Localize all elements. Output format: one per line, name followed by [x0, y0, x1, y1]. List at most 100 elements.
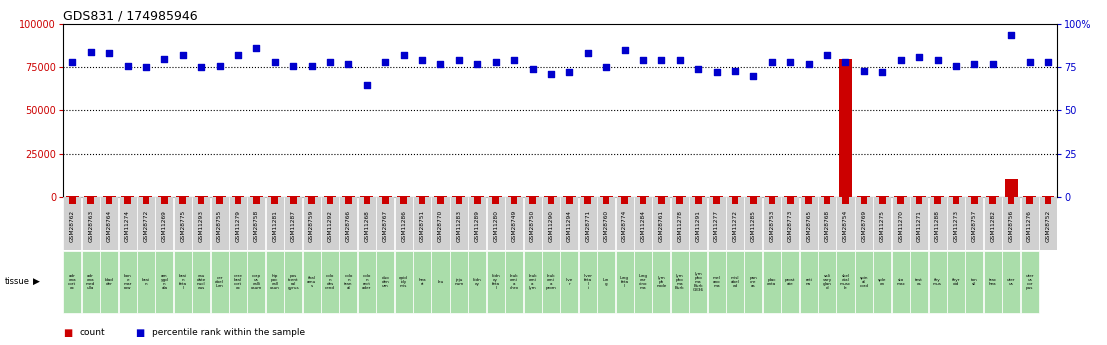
Bar	[548, 197, 555, 204]
Bar	[824, 197, 830, 204]
Point	[505, 58, 523, 63]
Bar	[711, 196, 723, 197]
Bar	[137, 197, 155, 250]
Bar	[82, 251, 100, 313]
Bar	[929, 251, 946, 313]
Bar	[449, 251, 468, 313]
Text: percentile rank within the sample: percentile rank within the sample	[152, 328, 304, 337]
Bar	[195, 196, 208, 197]
Bar	[934, 197, 941, 204]
Bar	[247, 197, 266, 250]
Bar	[690, 197, 707, 250]
Bar	[744, 251, 763, 313]
Bar	[990, 197, 996, 204]
Bar	[418, 197, 425, 204]
Bar	[652, 197, 671, 250]
Bar	[505, 197, 524, 250]
Bar	[284, 197, 302, 250]
Bar	[763, 197, 780, 250]
Bar	[229, 197, 247, 250]
Bar	[971, 197, 977, 204]
Bar	[118, 197, 136, 250]
Text: GSM11268: GSM11268	[364, 210, 370, 242]
Point	[1021, 59, 1038, 65]
Bar	[637, 196, 650, 197]
Text: pan
cre
as: pan cre as	[749, 276, 757, 288]
Text: am
ygd
n
ala: am ygd n ala	[161, 274, 168, 290]
Point	[671, 58, 689, 63]
Bar	[837, 251, 855, 313]
Text: tissue: tissue	[4, 277, 30, 286]
Text: GSM28750: GSM28750	[530, 210, 535, 242]
Bar	[579, 197, 597, 250]
Bar	[732, 197, 738, 204]
Bar	[818, 197, 836, 250]
Point	[707, 70, 725, 75]
Bar	[69, 197, 75, 204]
Bar	[873, 251, 891, 313]
Point	[855, 68, 872, 73]
Text: GSM11286: GSM11286	[401, 210, 406, 242]
Bar	[358, 251, 376, 313]
Text: epid
idy
mis: epid idy mis	[400, 276, 408, 288]
Text: GSM11287: GSM11287	[291, 210, 296, 242]
Bar	[799, 251, 818, 313]
Bar	[529, 197, 536, 204]
Bar	[1005, 179, 1017, 197]
Point	[615, 47, 633, 53]
Bar	[652, 251, 671, 313]
Bar	[100, 251, 118, 313]
Bar	[763, 251, 780, 313]
Bar	[161, 197, 167, 204]
Bar	[143, 197, 149, 204]
Bar	[468, 251, 486, 313]
Bar	[100, 197, 118, 250]
Bar	[891, 251, 910, 313]
Bar	[193, 251, 210, 313]
Bar	[839, 59, 852, 197]
Bar	[603, 197, 610, 204]
Bar	[894, 196, 907, 197]
Text: GSM28774: GSM28774	[622, 210, 627, 242]
Text: GSM28768: GSM28768	[825, 210, 829, 242]
Text: GSM28761: GSM28761	[659, 210, 664, 242]
Text: leuk
emi
a
prom: leuk emi a prom	[546, 274, 557, 290]
Bar	[376, 251, 394, 313]
Text: leuk
emi
a
lym: leuk emi a lym	[528, 274, 537, 290]
Bar	[229, 251, 247, 313]
Text: GSM11289: GSM11289	[475, 210, 479, 242]
Bar	[437, 197, 444, 204]
Text: GSM28755: GSM28755	[217, 210, 223, 242]
Bar	[214, 196, 226, 197]
Bar	[751, 197, 757, 204]
Bar	[876, 196, 889, 197]
Point	[487, 59, 505, 65]
Bar	[765, 196, 778, 197]
Point	[248, 46, 266, 51]
Point	[892, 58, 910, 63]
Text: GSM11291: GSM11291	[695, 210, 701, 242]
Bar	[287, 196, 300, 197]
Text: duo
den
um: duo den um	[382, 276, 390, 288]
Bar	[63, 197, 81, 250]
Point	[118, 63, 136, 68]
Text: GSM11294: GSM11294	[567, 210, 572, 242]
Bar	[726, 197, 744, 250]
Bar	[210, 197, 229, 250]
Text: lung
car
cino
ma: lung car cino ma	[639, 274, 648, 290]
Point	[451, 58, 468, 63]
Bar	[618, 196, 631, 197]
Bar	[470, 196, 484, 197]
Bar	[986, 196, 1000, 197]
Bar	[1026, 197, 1033, 204]
Text: liver
feta
l
i: liver feta l i	[583, 274, 592, 290]
Bar	[505, 251, 524, 313]
Bar	[799, 197, 818, 250]
Text: GSM11271: GSM11271	[917, 210, 922, 242]
Bar	[174, 197, 192, 250]
Bar	[524, 197, 541, 250]
Bar	[658, 197, 664, 204]
Bar	[581, 196, 594, 197]
Bar	[302, 251, 321, 313]
Bar	[309, 197, 314, 204]
